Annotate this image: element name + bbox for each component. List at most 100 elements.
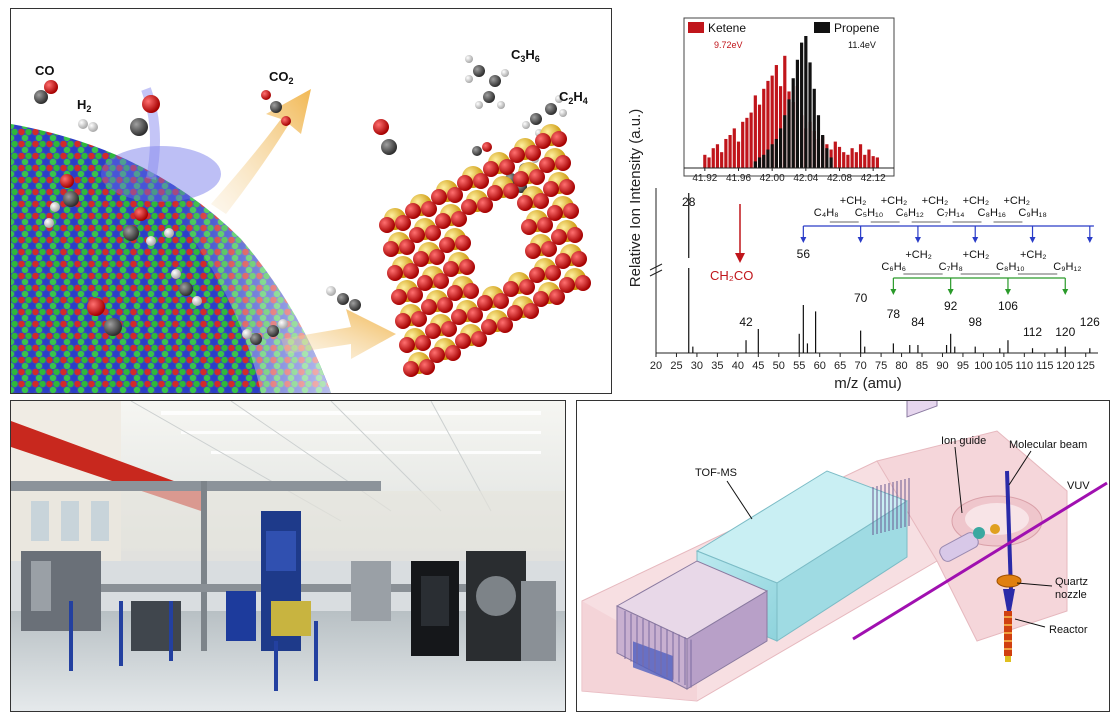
inset-tick-label: 42.00 [760,173,785,184]
inset-bar [795,59,800,169]
inset-bar [850,148,854,168]
x-tick-label: 55 [793,360,805,372]
x-tick-label: 105 [995,360,1013,372]
legend-ketene-swatch [688,22,704,33]
c2h4-part-2: H [573,89,582,104]
peak-label: 78 [887,307,901,321]
plus-ch2-label: +CH₂ [840,195,867,207]
x-tick-label: 60 [814,360,826,372]
inset-bar [749,112,753,168]
c3h6-sub-1: 3 [520,54,525,64]
inset-bar [842,152,846,168]
tof-ms-label: TOF-MS [695,467,737,479]
vuv-beam-line [852,481,1108,641]
inset-bar [875,157,879,168]
c3h6-sub-2: 6 [535,54,540,64]
x-tick-label: 35 [711,360,723,372]
ketene-peak-label: CH₂CO [710,268,753,283]
inset-bar [736,141,741,168]
inset-bar [770,144,774,168]
co2-molecule [261,90,291,126]
inset-bar [821,135,825,168]
legend-propene-swatch [814,22,830,33]
inset-bar [800,42,804,168]
aromatic-formula: C₉H₁₂ [1053,261,1081,273]
inset-tick-label: 42.08 [827,173,852,184]
co-molecule [34,80,58,104]
peak-label: 126 [1080,315,1100,329]
x-tick-label: 40 [732,360,744,372]
plus-ch2-label: +CH₂ [963,195,990,207]
catalyst-illustration: CO H2 CO2 C3H6 C2H4 [11,47,591,393]
laboratory-photo [10,400,566,712]
arrow-down-icon [972,237,979,243]
inset-bar [728,135,732,168]
plus-ch2-label: +CH₂ [881,195,908,207]
propene-molecule [465,55,509,109]
x-tick-label: 95 [957,360,969,372]
peak-label: 92 [944,299,958,313]
h2-label: H [77,97,86,112]
inset-bar [753,95,757,168]
arrow-down-icon [947,289,954,295]
x-tick-label: 115 [1036,360,1054,372]
c2h4-sub-2: 4 [583,96,588,106]
inset-bar [757,104,762,168]
svg-text:H2: H2 [77,97,91,114]
inset-bar [715,144,720,168]
propene-energy: 11.4eV [848,40,876,50]
x-tick-label: 75 [875,360,887,372]
x-tick-label: 70 [855,360,867,372]
peak-label: 106 [998,299,1018,313]
alkene-formula: C₈H₁₆ [978,207,1007,219]
mass-spectrum-panel: Relative Ion Intensity (a.u.) m/z (amu) … [618,8,1110,394]
inset-bar [778,128,783,168]
alkene-formula: C₉H₁₈ [1018,207,1047,219]
c2h4-sub-1: 2 [568,96,573,106]
arrow-down-icon [735,253,745,263]
inset-bar [762,88,766,168]
spectrum-peak-labels: 28 42 56 70 78 84 92 98 106 112 120 126 [682,195,1100,339]
ion-guide-label: Ion guide [941,435,986,447]
adsorbed-species [44,174,288,345]
inset-tick-label: 41.92 [692,173,717,184]
peak-label: 56 [797,247,811,261]
x-tick-label: 125 [1077,360,1095,372]
aromatic-formula: C₇H₈ [939,261,963,273]
h2-subscript: 2 [86,104,91,114]
x-tick-label: 90 [936,360,948,372]
alkene-formula: C₇H₁₄ [937,207,965,219]
x-tick-label: 110 [1016,360,1034,372]
vuv-label: VUV [1067,480,1090,492]
x-tick-label: 20 [650,360,662,372]
plus-ch2-label: +CH₂ [1020,249,1047,261]
h2-molecule [78,119,98,132]
beamline-photo [11,401,565,711]
peak-label: 70 [854,291,868,305]
inset-bar [766,149,770,168]
inset-bar [858,144,863,168]
peak-label: 120 [1055,325,1075,339]
x-tick-label: 65 [834,360,846,372]
c3h6-label: C [511,47,521,62]
inset-bar [837,146,842,168]
arrow-down-icon [890,289,897,295]
inset-bar [741,121,745,168]
co-molecule [472,142,492,156]
tof-ms-tube [615,470,909,690]
inset-bar [762,154,766,168]
inset-bar [829,157,833,168]
ketene-molecule [326,286,361,311]
x-tick-label: 50 [773,360,785,372]
reactor-label: Reactor [1049,624,1088,636]
inset-bar [703,154,707,168]
plus-ch2-label: +CH₂ [905,249,932,261]
co2-subscript: 2 [289,76,294,86]
inset-bar [825,148,829,168]
peak-label: 112 [1023,325,1042,339]
plus-ch2-label: +CH₂ [922,195,949,207]
svg-text:C3H6: C3H6 [511,47,540,64]
inset-chart: 41.92 41.96 42.00 42.04 42.08 42.12 Ketene 9.… [683,17,895,184]
arrow-icon [281,309,396,359]
inset-bar [720,152,724,168]
